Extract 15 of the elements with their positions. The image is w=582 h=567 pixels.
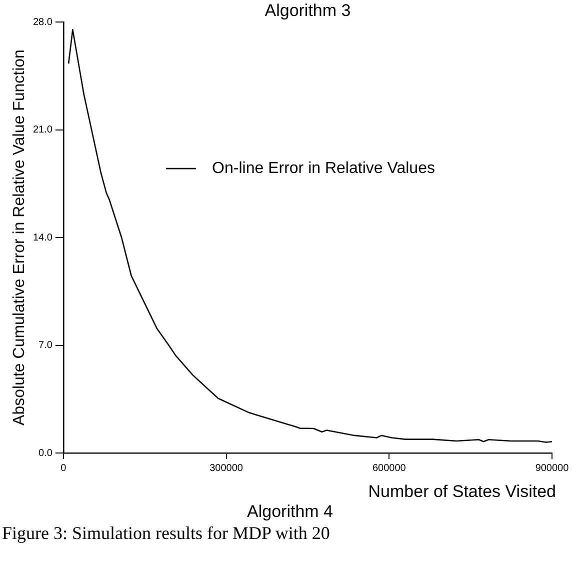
x-tick-label: 900000	[535, 462, 570, 474]
x-axis-title: Number of States Visited	[368, 482, 556, 501]
y-tick-label: 7.0	[38, 340, 53, 351]
y-tick-label: 14.0	[32, 232, 53, 244]
y-tick-label: 28.0	[32, 16, 53, 28]
x-tick-label: 300000	[210, 462, 244, 474]
x-tick-label: 600000	[372, 462, 406, 474]
y-tick-label: 0.0	[38, 448, 53, 459]
legend-label: On-line Error in Relative Values	[212, 160, 435, 177]
y-axis-title: Absolute Cumulative Error in Relative Value Function	[11, 50, 28, 426]
chart-title: Algorithm 3	[264, 1, 351, 20]
text: Algorithm 4	[247, 502, 333, 521]
caption: Figure 3: Simulation results for MDP with 20	[2, 523, 330, 543]
y-tick-label: 21.0	[32, 124, 53, 136]
x-tick-label: 0	[60, 462, 67, 474]
